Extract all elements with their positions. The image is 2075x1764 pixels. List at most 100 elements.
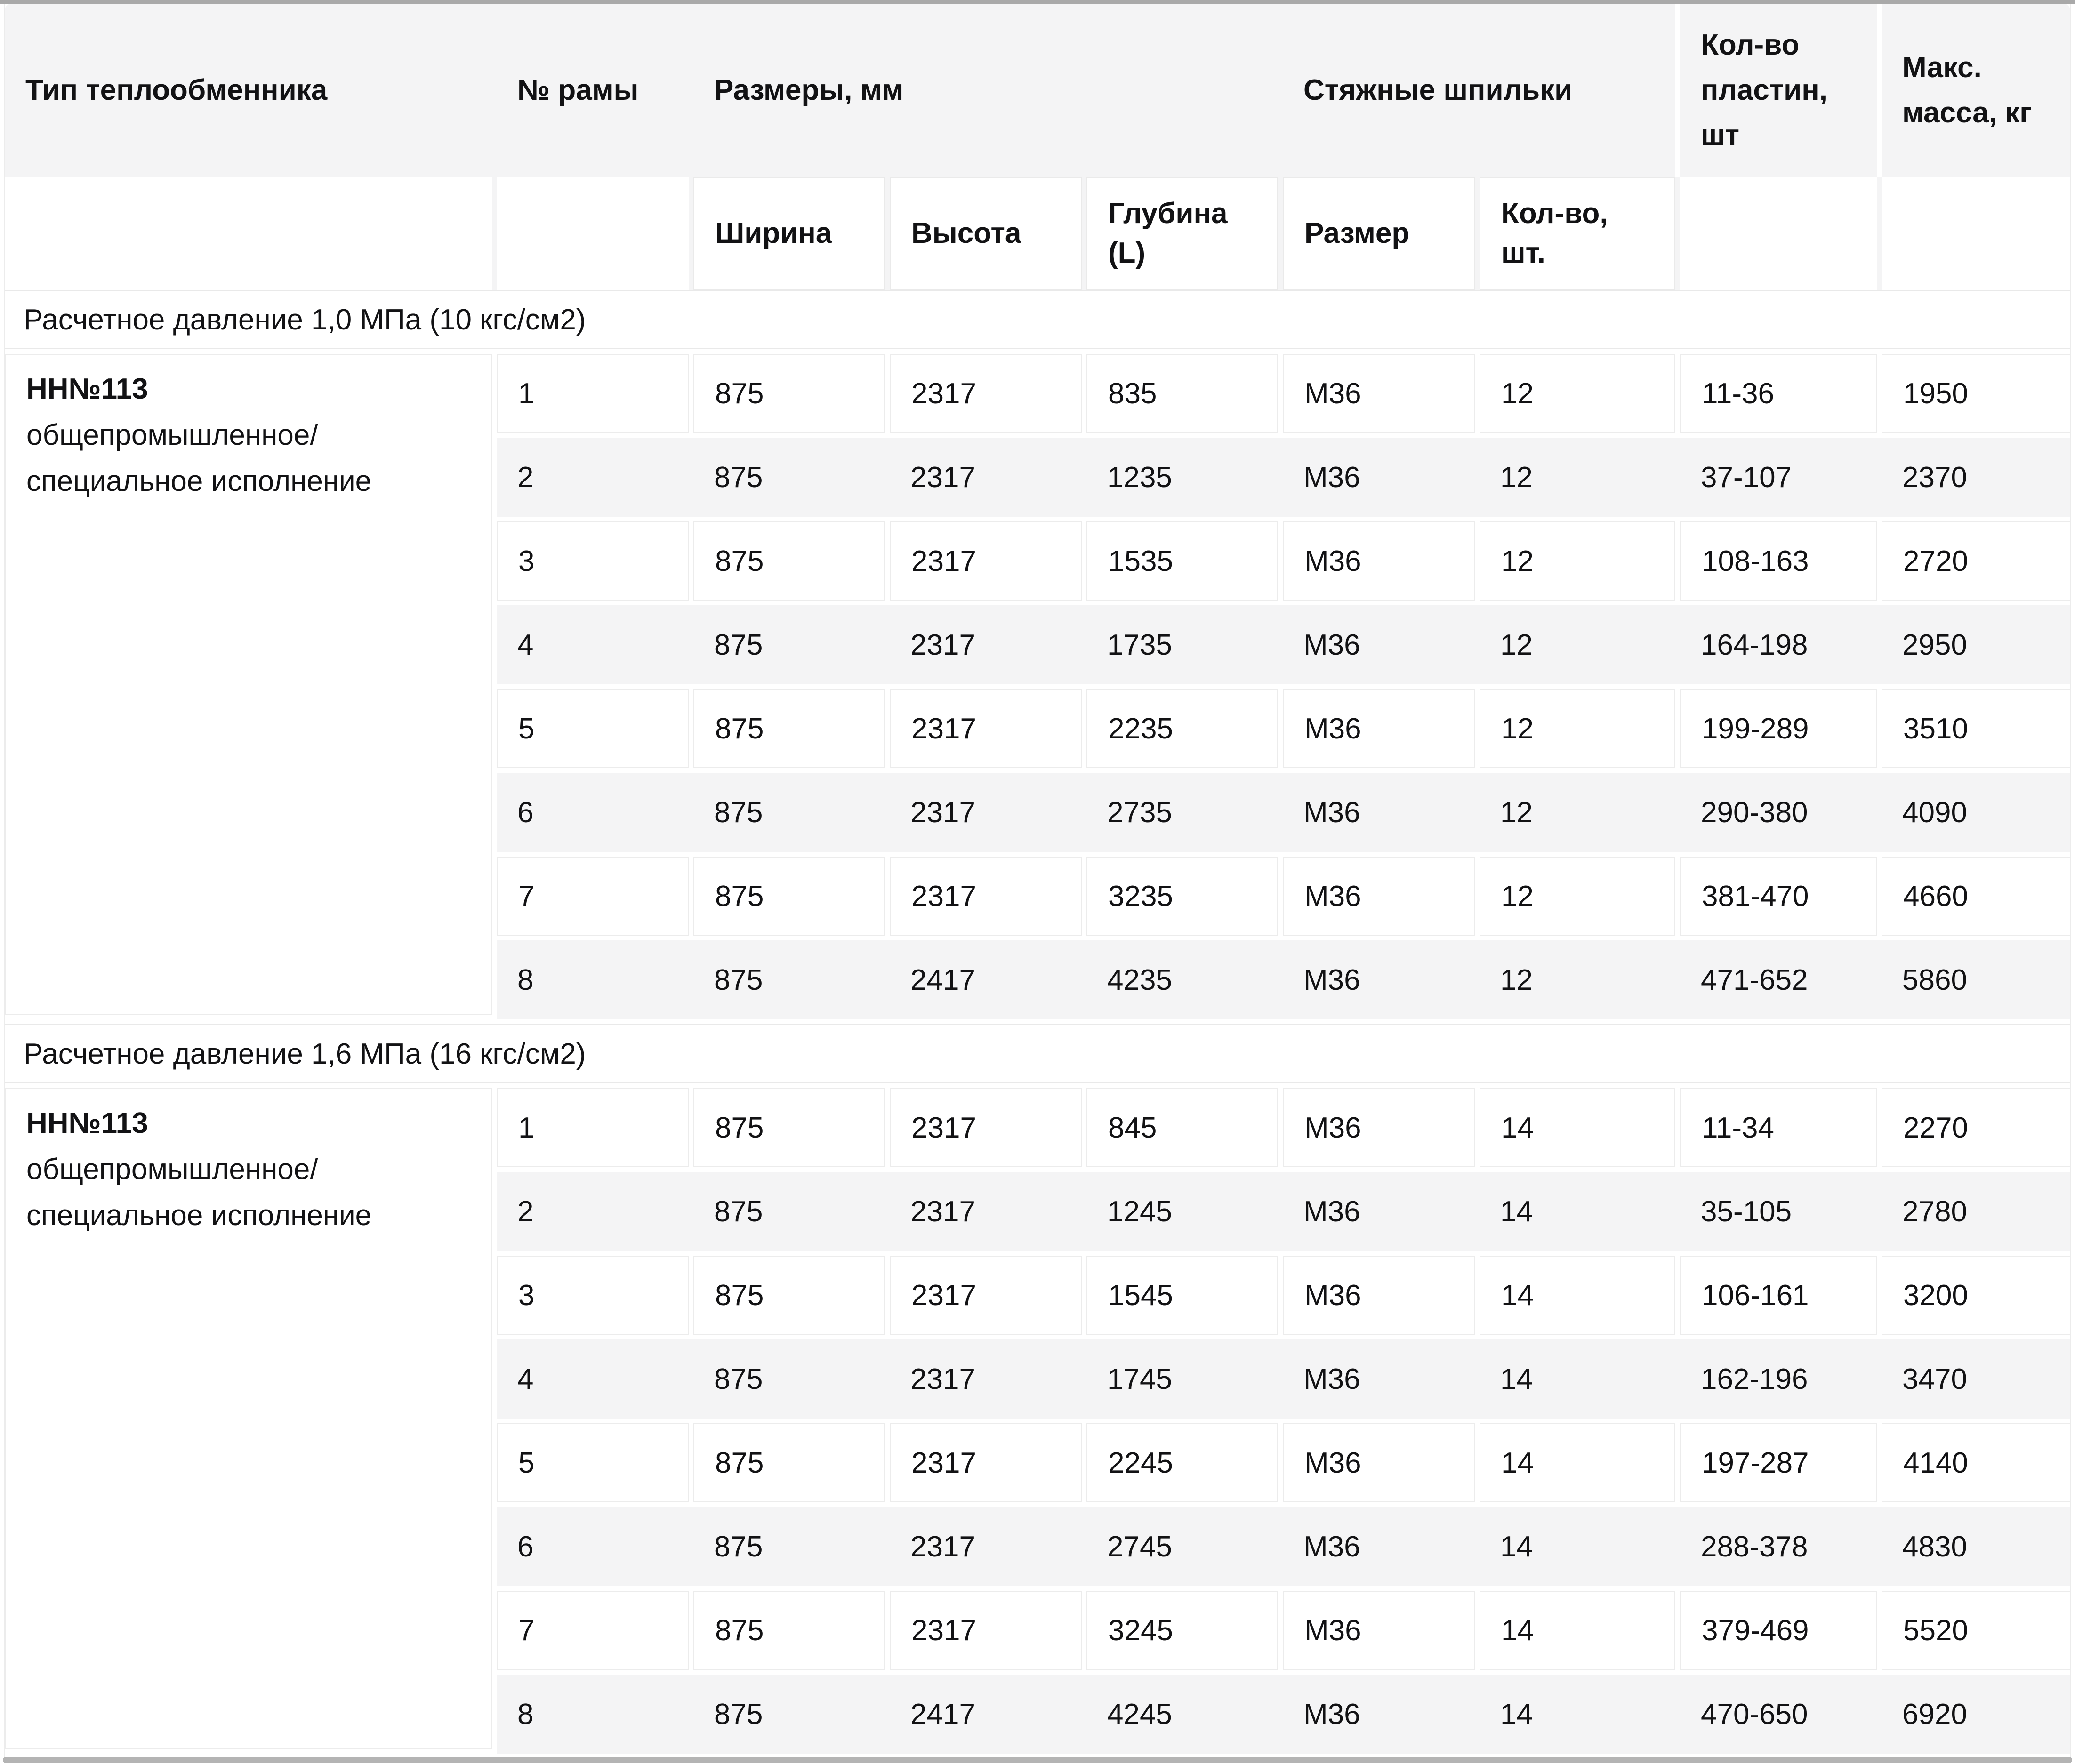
- column-header-dimensions-group: Размеры, мм: [714, 74, 904, 106]
- header-separator: [1675, 4, 1680, 177]
- cell-frame-number: 5: [497, 689, 689, 768]
- table-row: 5 875 2317 2245 М36 14 197-287 4140: [497, 1423, 2070, 1502]
- cell-stud-qty: 14: [1480, 1256, 1675, 1335]
- section-data: НН№113 общепромышленное/специальное испо…: [5, 349, 2070, 1019]
- cell-stud-qty: 12: [1480, 689, 1675, 768]
- cell-height: 2317: [890, 1423, 1082, 1502]
- cell-stud-qty: 14: [1500, 1530, 1533, 1563]
- table-header-group-row: Тип теплообменника № рамы Размеры, мм Ст…: [5, 4, 2070, 177]
- table-row: 4 875 2317 1745 М36 14 162-196 3470: [497, 1339, 2070, 1419]
- table-row: 2 875 2317 1245 М36 14 35-105 2780: [497, 1172, 2070, 1251]
- cell-frame-number: 3: [497, 1256, 689, 1335]
- cell-stud-qty: 14: [1480, 1423, 1675, 1502]
- cell-plates-range: 288-378: [1701, 1530, 1808, 1563]
- cell-max-mass: 4090: [1902, 796, 1967, 829]
- cell-frame-number: 8: [517, 963, 534, 996]
- cell-width: 875: [693, 857, 885, 936]
- cell-plates-range: 381-470: [1680, 857, 1877, 936]
- cell-max-mass: 2950: [1902, 628, 1967, 661]
- cell-stud-qty: 14: [1500, 1698, 1533, 1731]
- cell-width: 875: [693, 1088, 885, 1167]
- subheader-filler-mass: [1882, 177, 2070, 290]
- cell-max-mass: 3510: [1882, 689, 2070, 768]
- cell-frame-number: 4: [517, 1363, 534, 1395]
- exchanger-type-desc: общепромышленное/специальное исполнение: [26, 419, 372, 497]
- cell-width: 875: [693, 521, 885, 601]
- cell-depth: 2745: [1107, 1530, 1172, 1563]
- column-header-type: Тип теплообменника: [25, 74, 328, 106]
- table-row: 8 875 2417 4245 М36 14 470-650 6920: [497, 1675, 2070, 1754]
- column-header-plates-count: Кол-во пластин, шт: [1701, 29, 1827, 152]
- cell-stud-qty: 12: [1500, 628, 1533, 661]
- cell-depth: 2235: [1086, 689, 1278, 768]
- column-header-frame-number: № рамы: [517, 74, 639, 106]
- section-rows: 1 875 2317 835 М36 12 11-36 1950 2 875 2…: [5, 354, 2070, 1019]
- subheader-filler-plates: [1680, 177, 1877, 290]
- cell-max-mass: 4830: [1902, 1530, 1967, 1563]
- section-title-row: Расчетное давление 1,0 МПа (10 кгс/см2): [5, 290, 2070, 349]
- cell-stud-qty: 12: [1480, 521, 1675, 601]
- cell-plates-range: 290-380: [1701, 796, 1808, 829]
- cell-max-mass: 4660: [1882, 857, 2070, 936]
- header-separator: [1877, 4, 1882, 177]
- cell-depth: 2735: [1107, 796, 1172, 829]
- cell-max-mass: 6920: [1902, 1698, 1967, 1731]
- cell-width: 875: [714, 1195, 763, 1228]
- cell-depth: 835: [1086, 354, 1278, 433]
- cell-width: 875: [693, 1591, 885, 1670]
- cell-depth: 4245: [1107, 1698, 1172, 1731]
- cell-depth: 3245: [1086, 1591, 1278, 1670]
- cell-depth: 1735: [1107, 628, 1172, 661]
- column-subheader-stud-size: Размер: [1283, 177, 1475, 290]
- cell-plates-range: 37-107: [1701, 461, 1792, 494]
- cell-stud-size: М36: [1283, 689, 1475, 768]
- cell-frame-number: 6: [517, 796, 534, 829]
- table-row: 6 875 2317 2735 М36 12 290-380 4090: [497, 773, 2070, 852]
- column-subheader-depth: Глубина (L): [1086, 177, 1278, 290]
- subheader-filler-frame: [497, 177, 689, 290]
- cell-max-mass: 1950: [1882, 354, 2070, 433]
- cell-width: 875: [714, 796, 763, 829]
- table-row: 7 875 2317 3235 М36 12 381-470 4660: [497, 857, 2070, 936]
- cell-height: 2317: [910, 1363, 975, 1395]
- table-row: 5 875 2317 2235 М36 12 199-289 3510: [497, 689, 2070, 768]
- cell-stud-qty: 12: [1500, 963, 1533, 996]
- cell-width: 875: [714, 1530, 763, 1563]
- cell-stud-size: М36: [1283, 1256, 1475, 1335]
- cell-max-mass: 2270: [1882, 1088, 2070, 1167]
- cell-stud-size: М36: [1303, 1363, 1360, 1395]
- subheader-filler-type: [5, 177, 492, 290]
- cell-height: 2417: [910, 963, 975, 996]
- table-row: 1 875 2317 845 М36 14 11-34 2270: [497, 1088, 2070, 1167]
- cell-plates-range: 199-289: [1680, 689, 1877, 768]
- cell-depth: 1545: [1086, 1256, 1278, 1335]
- cell-stud-size: М36: [1303, 796, 1360, 829]
- cell-width: 875: [714, 628, 763, 661]
- cell-stud-size: М36: [1283, 1088, 1475, 1167]
- cell-depth: 4235: [1107, 963, 1172, 996]
- table-row: 8 875 2417 4235 М36 12 471-652 5860: [497, 940, 2070, 1019]
- cell-width: 875: [693, 689, 885, 768]
- cell-frame-number: 5: [497, 1423, 689, 1502]
- column-subheader-height: Высота: [890, 177, 1082, 290]
- exchanger-type-cell: НН№113 общепромышленное/специальное испо…: [5, 354, 492, 1015]
- cell-depth: 3235: [1086, 857, 1278, 936]
- column-subheader-stud-qty: Кол-во, шт.: [1480, 177, 1675, 290]
- cell-plates-range: 11-34: [1680, 1088, 1877, 1167]
- cell-stud-qty: 12: [1480, 857, 1675, 936]
- table-row: 4 875 2317 1735 М36 12 164-198 2950: [497, 605, 2070, 684]
- horizontal-scrollbar-bottom[interactable]: [3, 1757, 2072, 1763]
- horizontal-scrollbar-top[interactable]: [0, 0, 2075, 4]
- table-row: 2 875 2317 1235 М36 12 37-107 2370: [497, 438, 2070, 517]
- section-title: Расчетное давление 1,0 МПа (10 кгс/см2): [24, 303, 586, 336]
- cell-frame-number: 7: [497, 857, 689, 936]
- cell-height: 2317: [890, 689, 1082, 768]
- cell-width: 875: [693, 354, 885, 433]
- cell-stud-qty: 12: [1480, 354, 1675, 433]
- cell-max-mass: 5860: [1902, 963, 1967, 996]
- cell-plates-range: 470-650: [1701, 1698, 1808, 1731]
- pressure-section: Расчетное давление 1,6 МПа (16 кгс/см2) …: [5, 1024, 2070, 1754]
- cell-stud-qty: 12: [1500, 796, 1533, 829]
- section-title-row: Расчетное давление 1,6 МПа (16 кгс/см2): [5, 1024, 2070, 1083]
- column-subheader-width: Ширина: [693, 177, 885, 290]
